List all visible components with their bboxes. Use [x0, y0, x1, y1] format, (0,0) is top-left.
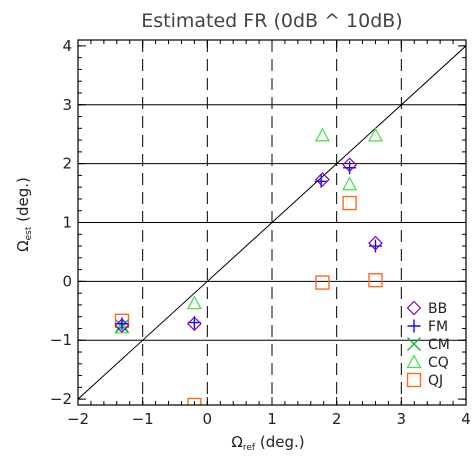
data-point-square — [187, 397, 202, 405]
data-point-x — [407, 337, 421, 351]
legend-item: CQ — [406, 354, 449, 371]
x-tick-label: 0 — [203, 410, 213, 428]
legend-label: CQ — [428, 355, 449, 371]
legend-label: CM — [428, 337, 450, 353]
y-tick-label: −1 — [50, 331, 72, 349]
x-tick-label: −2 — [67, 410, 89, 428]
data-point-triangle — [186, 295, 202, 310]
legend-item: FM — [407, 319, 448, 335]
data-point-square — [406, 372, 422, 388]
chart-title: Estimated FR (0dB ^ 10dB) — [141, 10, 402, 32]
data-point-diamond — [342, 157, 357, 173]
data-point-diamond — [315, 172, 330, 187]
data-point-diamond — [368, 235, 383, 251]
data-point-plus — [407, 319, 421, 333]
x-axis-label: Ωref (deg.) — [231, 433, 304, 453]
y-axis-label: Ωest (deg.) — [14, 177, 34, 252]
data-point-triangle — [367, 127, 383, 142]
legend-item: BB — [406, 300, 447, 317]
y-tick-label: 1 — [62, 214, 72, 232]
data-point-diamond — [406, 300, 422, 316]
y-tick-label: 0 — [62, 272, 72, 290]
data-point-diamond — [114, 318, 130, 333]
data-point-square — [368, 272, 383, 288]
data-point-plus — [187, 316, 201, 330]
x-tick-label: 4 — [461, 410, 471, 428]
data-point-square — [315, 275, 330, 290]
legend: BB FM CM CQ QJ — [406, 300, 450, 389]
y-tick-label: 3 — [62, 96, 72, 114]
x-tick-label: 3 — [397, 410, 407, 428]
y-tick-label: −2 — [50, 390, 72, 408]
data-point-triangle — [314, 127, 330, 142]
x-tick-label: 1 — [267, 410, 277, 428]
y-tick-label: 4 — [62, 37, 72, 55]
y-tick-label: 2 — [62, 155, 72, 173]
identity-line — [78, 45, 466, 400]
x-tick-label: 2 — [332, 410, 342, 428]
x-tick-label: −1 — [132, 410, 154, 428]
legend-item: QJ — [406, 372, 443, 389]
data-point-plus — [314, 174, 328, 188]
legend-item: CM — [407, 337, 450, 353]
legend-label: BB — [428, 301, 447, 317]
data-point-triangle — [342, 176, 358, 191]
plot-area — [78, 40, 466, 405]
legend-label: FM — [428, 319, 448, 335]
legend-label: QJ — [428, 373, 443, 389]
data-point-diamond — [187, 316, 202, 332]
data-point-triangle — [406, 354, 422, 369]
data-point-square — [342, 195, 357, 211]
